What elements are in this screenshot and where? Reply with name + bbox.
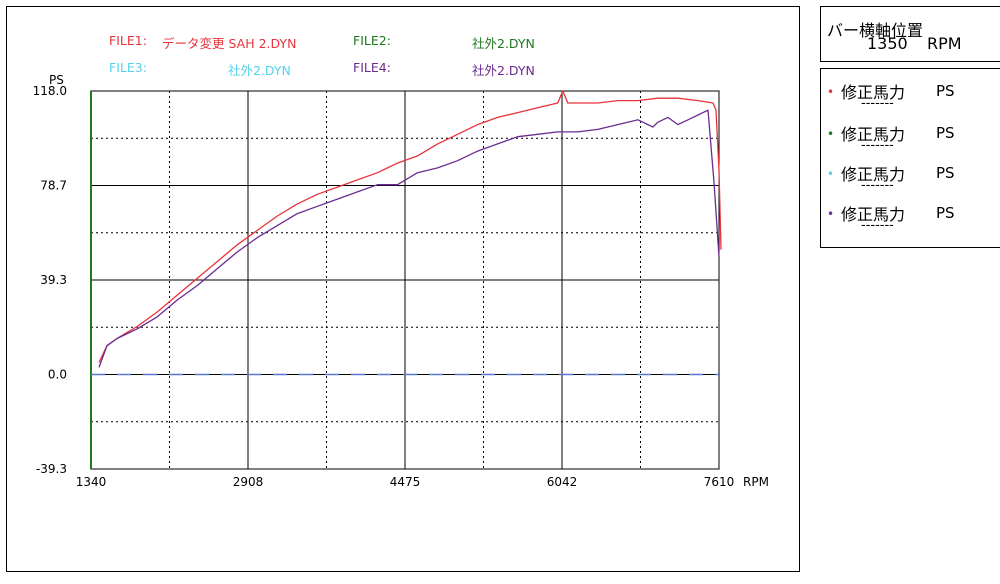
series-dot-icon: • bbox=[827, 167, 835, 181]
x-tick-label: 6042 bbox=[547, 475, 578, 489]
series-value: ------- bbox=[861, 96, 894, 111]
series-label: 修正馬力 bbox=[841, 205, 906, 224]
bar-position-title: バー横軸位置 bbox=[827, 21, 924, 40]
series-item-file3: • 修正馬力 PS ------- bbox=[827, 157, 997, 197]
chart-plot: 118.0 78.7 39.3 0.0 -39.3 1340 2908 4475 6042 761… bbox=[33, 73, 769, 489]
series-dot-icon: • bbox=[827, 207, 835, 221]
series-dot-icon: • bbox=[827, 127, 835, 141]
legend-file3-label: FILE3: bbox=[109, 60, 147, 75]
x-tick-label: 7610 bbox=[704, 475, 735, 489]
chart-panel: 118.0 78.7 39.3 0.0 -39.3 1340 2908 4475 6042 761… bbox=[6, 6, 800, 572]
legend-file2-label: FILE2: bbox=[353, 33, 391, 48]
x-axis-label: RPM bbox=[743, 475, 769, 489]
y-tick-label: -39.3 bbox=[36, 462, 67, 476]
series-value: ------- bbox=[861, 218, 894, 233]
series-item-file1: • 修正馬力 PS ------- bbox=[827, 75, 997, 115]
series-value-panel: • 修正馬力 PS ------- • 修正馬力 PS ------- • 修正… bbox=[820, 68, 1000, 248]
series-unit: PS bbox=[936, 82, 955, 100]
x-tick-label: 2908 bbox=[233, 475, 264, 489]
bar-position-panel: バー横軸位置 1350 RPM bbox=[820, 6, 1000, 62]
series-item-file4: • 修正馬力 PS ------- bbox=[827, 197, 997, 237]
bar-position-unit: RPM bbox=[927, 34, 962, 53]
legend-file1-label: FILE1: bbox=[109, 33, 147, 48]
legend-file4-label: FILE4: bbox=[353, 60, 391, 75]
series-dot-icon: • bbox=[827, 85, 835, 99]
series-line-file4 bbox=[98, 109, 720, 368]
series-label: 修正馬力 bbox=[841, 165, 906, 184]
x-tick-label: 1340 bbox=[76, 475, 107, 489]
series-unit: PS bbox=[936, 124, 955, 142]
series-line-file1 bbox=[98, 90, 722, 363]
y-tick-label: 0.0 bbox=[48, 368, 67, 382]
series-value: ------- bbox=[861, 178, 894, 193]
y-tick-label: 118.0 bbox=[33, 84, 67, 98]
legend-file4-name: 社外2.DYN bbox=[472, 63, 535, 78]
series-label: 修正馬力 bbox=[841, 83, 906, 102]
legend-file2-name: 社外2.DYN bbox=[472, 36, 535, 51]
series-label: 修正馬力 bbox=[841, 125, 906, 144]
bar-position-value: 1350 bbox=[867, 34, 908, 53]
series-unit: PS bbox=[936, 164, 955, 182]
x-tick-label: 4475 bbox=[390, 475, 421, 489]
y-tick-label: 78.7 bbox=[40, 179, 67, 193]
series-unit: PS bbox=[936, 204, 955, 222]
y-tick-label: 39.3 bbox=[40, 273, 67, 287]
y-axis-label: PS bbox=[49, 73, 64, 87]
series-item-file2: • 修正馬力 PS ------- bbox=[827, 117, 997, 157]
legend-file1-name: データ変更 SAH 2.DYN bbox=[162, 36, 297, 51]
series-value: ------- bbox=[861, 138, 894, 153]
legend-file3-name: 社外2.DYN bbox=[228, 63, 291, 78]
